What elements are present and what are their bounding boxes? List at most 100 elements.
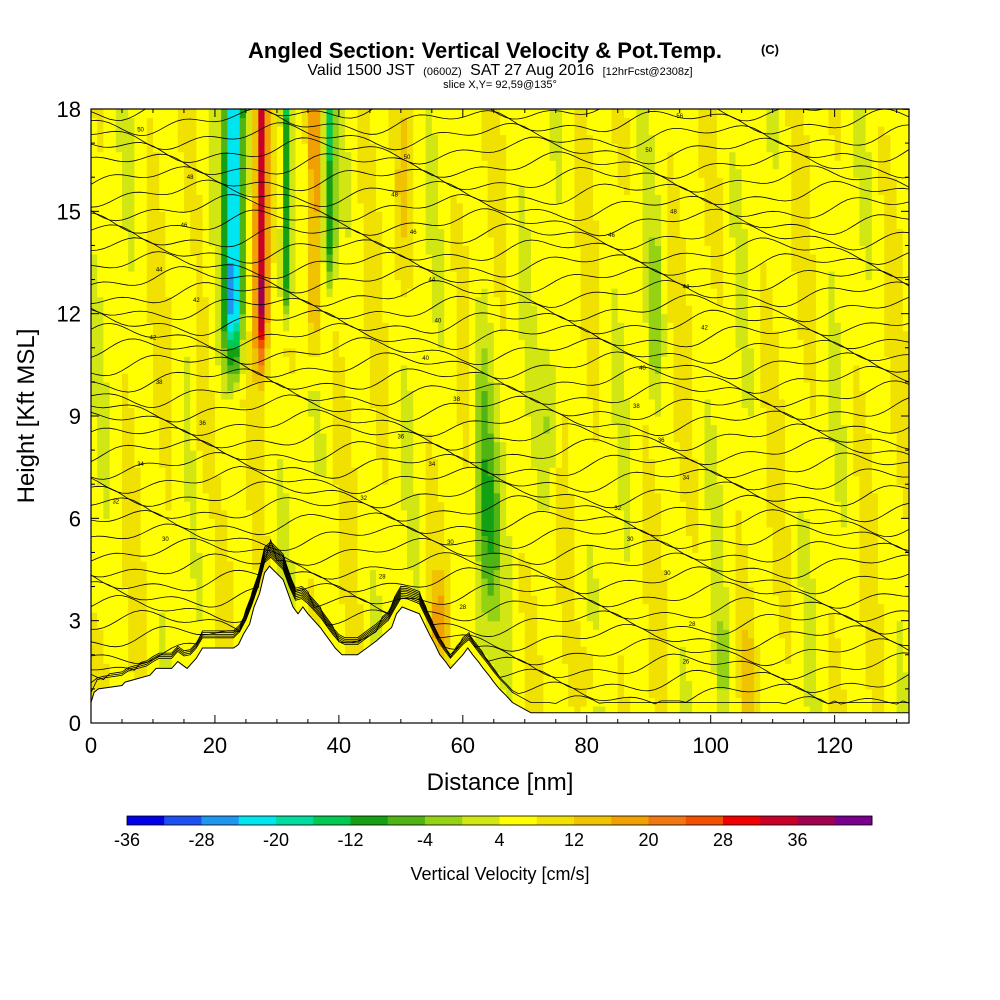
field-cell (859, 475, 867, 485)
field-cell (785, 424, 792, 434)
field-cell (183, 518, 191, 528)
field-cell (450, 424, 458, 434)
field-cell (648, 671, 656, 681)
field-cell (735, 705, 743, 716)
field-cell (902, 492, 909, 502)
field-cell (115, 424, 123, 434)
field-cell (109, 441, 117, 451)
field-cell (574, 697, 582, 707)
field-cell (270, 535, 278, 545)
field-cell (816, 441, 823, 451)
field-cell (419, 458, 427, 468)
field-cell (902, 416, 909, 426)
field-cell (320, 509, 328, 519)
field-cell (165, 654, 173, 664)
field-cell (859, 407, 867, 417)
field-cell (165, 595, 173, 605)
field-cell (847, 595, 854, 605)
field-cell (481, 569, 489, 579)
field-cell (450, 552, 458, 562)
field-cell (146, 578, 154, 588)
field-cell (171, 467, 179, 477)
field-cell (859, 646, 867, 656)
field-cell (654, 492, 662, 502)
field-cell (754, 543, 761, 554)
field-cell (648, 501, 656, 511)
field-cell (500, 637, 507, 647)
field-cell (369, 441, 377, 451)
field-cell (847, 526, 854, 536)
field-cell (574, 475, 582, 485)
field-cell (902, 484, 909, 494)
field-cell (159, 586, 166, 596)
field-cell (431, 586, 439, 596)
field-cell (710, 697, 718, 707)
field-cell (803, 450, 811, 460)
field-cell (902, 518, 909, 528)
field-cell (512, 680, 520, 690)
field-cell (574, 441, 582, 451)
field-cell (586, 560, 594, 571)
field-cell (338, 629, 346, 639)
field-cell (91, 620, 98, 630)
field-cell (444, 509, 452, 519)
field-cell (524, 663, 532, 673)
field-cell (202, 526, 210, 536)
field-cell (592, 646, 600, 656)
field-cell (890, 543, 898, 554)
field-cell (871, 407, 879, 417)
field-cell (723, 467, 730, 477)
field-cell (444, 629, 452, 639)
field-cell (791, 492, 799, 502)
field-cell (611, 416, 619, 426)
field-cell (537, 509, 544, 519)
field-cell (760, 671, 768, 681)
field-cell (91, 663, 98, 673)
field-cell (642, 603, 650, 613)
field-cell (797, 671, 805, 681)
field-cell (797, 518, 805, 528)
field-cell (847, 492, 854, 502)
field-cell (295, 441, 303, 451)
field-cell (760, 560, 768, 571)
field-cell (97, 484, 104, 494)
field-cell (171, 586, 179, 596)
field-cell (444, 560, 452, 571)
field-cell (623, 595, 631, 605)
field-cell (227, 586, 235, 596)
field-cell (816, 560, 823, 571)
field-cell (816, 620, 823, 630)
field-cell (227, 458, 235, 468)
field-cell (413, 484, 421, 494)
field-cell (729, 416, 737, 426)
field-cell (747, 450, 755, 460)
field-cell (103, 569, 111, 579)
field-cell (462, 552, 470, 562)
field-cell (159, 543, 166, 554)
field-cell (159, 398, 166, 409)
field-cell (239, 416, 247, 426)
field-cell (654, 671, 662, 681)
field-cell (543, 663, 551, 673)
field-cell (530, 637, 538, 647)
field-cell (822, 467, 830, 477)
field-cell (871, 697, 879, 707)
field-cell (605, 526, 613, 536)
field-cell (326, 484, 334, 494)
field-cell (369, 433, 377, 443)
field-cell (252, 450, 259, 460)
field-cell (376, 458, 383, 468)
field-cell (716, 398, 724, 409)
field-cell (537, 663, 544, 673)
field-cell (648, 637, 656, 647)
field-cell (704, 560, 712, 571)
field-cell (245, 526, 253, 536)
field-cell (611, 509, 619, 519)
field-cell (599, 484, 606, 494)
field-cell (518, 569, 526, 579)
field-cell (338, 484, 346, 494)
field-cell (797, 535, 805, 545)
field-cell (685, 450, 693, 460)
field-cell (524, 697, 532, 707)
field-cell (183, 526, 191, 536)
